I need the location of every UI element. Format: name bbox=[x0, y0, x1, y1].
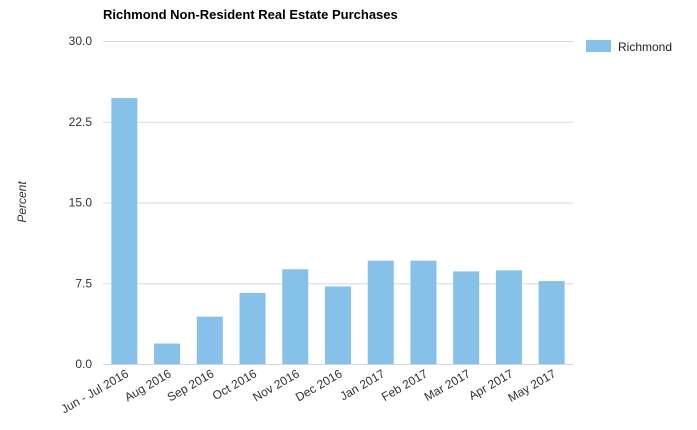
bar[interactable] bbox=[410, 260, 437, 364]
x-tick-label: May 2017 bbox=[505, 366, 558, 405]
bar[interactable] bbox=[239, 292, 266, 364]
x-tick-label: Nov 2016 bbox=[250, 366, 302, 404]
bar[interactable] bbox=[196, 316, 223, 364]
x-tick-label: Mar 2017 bbox=[422, 366, 473, 404]
bar[interactable] bbox=[111, 98, 138, 365]
bar[interactable] bbox=[495, 270, 522, 364]
chart-title: Richmond Non-Resident Real Estate Purcha… bbox=[103, 7, 398, 22]
legend-swatch bbox=[586, 40, 611, 52]
bars bbox=[111, 98, 565, 365]
legend-label: Richmond bbox=[618, 40, 672, 54]
gridlines bbox=[103, 41, 573, 365]
y-tick-label: 0.0 bbox=[75, 357, 92, 371]
bar[interactable] bbox=[453, 271, 480, 364]
bar[interactable] bbox=[154, 343, 181, 364]
x-tick-label: Aug 2016 bbox=[122, 366, 174, 404]
y-tick-label: 22.5 bbox=[69, 115, 93, 129]
x-tick-label: Feb 2017 bbox=[379, 366, 430, 404]
x-tick-label: Sep 2016 bbox=[165, 366, 217, 404]
y-axis-ticks: 0.0 7.5 15.0 22.5 30.0 bbox=[69, 34, 93, 371]
bar[interactable] bbox=[325, 286, 351, 364]
bar[interactable] bbox=[367, 260, 394, 364]
y-tick-label: 7.5 bbox=[75, 276, 92, 290]
x-tick-label: Oct 2016 bbox=[210, 366, 259, 403]
bar[interactable] bbox=[282, 269, 309, 364]
y-tick-label: 15.0 bbox=[69, 196, 93, 210]
x-tick-label: Dec 2016 bbox=[293, 366, 345, 404]
legend[interactable]: Richmond bbox=[586, 40, 672, 54]
y-tick-label: 30.0 bbox=[69, 34, 93, 48]
x-tick-label: Jan 2017 bbox=[337, 366, 387, 403]
bar[interactable] bbox=[538, 281, 565, 364]
y-axis-label: Percent bbox=[15, 181, 29, 223]
x-tick-label: Jun - Jul 2016 bbox=[59, 366, 132, 416]
